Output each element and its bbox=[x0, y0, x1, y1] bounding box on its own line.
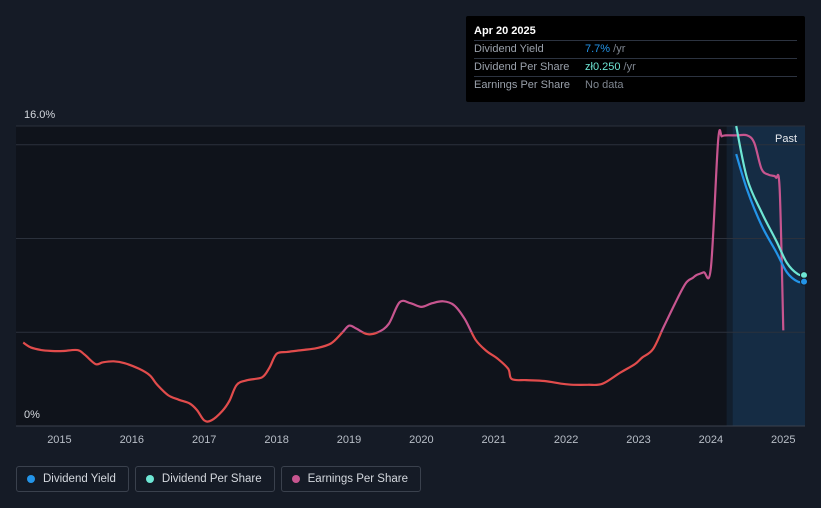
x-tick-label: 2023 bbox=[626, 434, 650, 446]
past-region-edge bbox=[726, 126, 733, 426]
y-tick-label: 0% bbox=[24, 409, 40, 421]
legend-item-earnings-per-share[interactable]: Earnings Per Share bbox=[280, 466, 421, 492]
x-tick-label: 2015 bbox=[47, 434, 71, 446]
legend-label: Earnings Per Share bbox=[307, 473, 408, 485]
tooltip-value: 7.7% bbox=[585, 43, 611, 55]
earnings-per-share-line-lower bbox=[22, 332, 663, 423]
legend-label: Dividend Yield bbox=[43, 473, 116, 485]
tooltip-value: No data bbox=[585, 79, 624, 91]
tooltip-row-dividend-yield: Dividend Yield 7.7% /yr bbox=[474, 40, 797, 58]
tooltip-date: Apr 20 2025 bbox=[474, 25, 536, 37]
x-tick-label: 2022 bbox=[554, 434, 578, 446]
tooltip-label: Earnings Per Share bbox=[474, 79, 570, 91]
x-tick-label: 2019 bbox=[337, 434, 361, 446]
dividend-yield-line bbox=[735, 153, 806, 284]
x-tick-label: 2020 bbox=[409, 434, 433, 446]
legend-item-dividend-per-share[interactable]: Dividend Per Share bbox=[134, 466, 275, 492]
past-region bbox=[732, 126, 805, 426]
tooltip-unit: /yr bbox=[620, 61, 636, 73]
earnings-per-share-line-upper bbox=[341, 129, 785, 333]
legend-dot-icon bbox=[145, 475, 154, 483]
tooltip-label: Dividend Yield bbox=[474, 43, 544, 55]
x-tick-label: 2024 bbox=[699, 434, 723, 446]
legend-item-dividend-yield[interactable]: Dividend Yield bbox=[16, 466, 129, 492]
dividend-per-share-line bbox=[735, 125, 806, 277]
x-tick-label: 2016 bbox=[120, 434, 144, 446]
x-tick-label: 2017 bbox=[192, 434, 216, 446]
past-label: Past bbox=[775, 133, 797, 145]
x-tick-label: 2018 bbox=[264, 434, 288, 446]
x-tick-label: 2025 bbox=[771, 434, 795, 446]
plot-area bbox=[16, 126, 805, 426]
legend-dot-icon bbox=[27, 475, 35, 483]
tooltip-value: zł0.250 bbox=[585, 61, 621, 73]
legend-label: Dividend Per Share bbox=[161, 473, 262, 485]
tooltip-row-dividend-per-share: Dividend Per Share zł0.250 /yr bbox=[474, 58, 797, 76]
legend-dot-icon bbox=[291, 475, 300, 483]
tooltip-row-earnings-per-share: Earnings Per Share No data bbox=[474, 76, 797, 94]
tooltip-panel: Apr 20 2025 Dividend Yield 7.7% /yr Divi… bbox=[466, 16, 805, 102]
tooltip-label: Dividend Per Share bbox=[474, 61, 570, 73]
chart-legend: Dividend Yield Dividend Per Share Earnin… bbox=[16, 466, 421, 492]
dividend-yield-end-marker bbox=[800, 277, 808, 286]
dividend-per-share-end-marker bbox=[800, 271, 808, 280]
tooltip-unit: /yr bbox=[610, 43, 626, 55]
x-tick-label: 2021 bbox=[482, 434, 506, 446]
y-tick-label: 16.0% bbox=[24, 109, 55, 121]
